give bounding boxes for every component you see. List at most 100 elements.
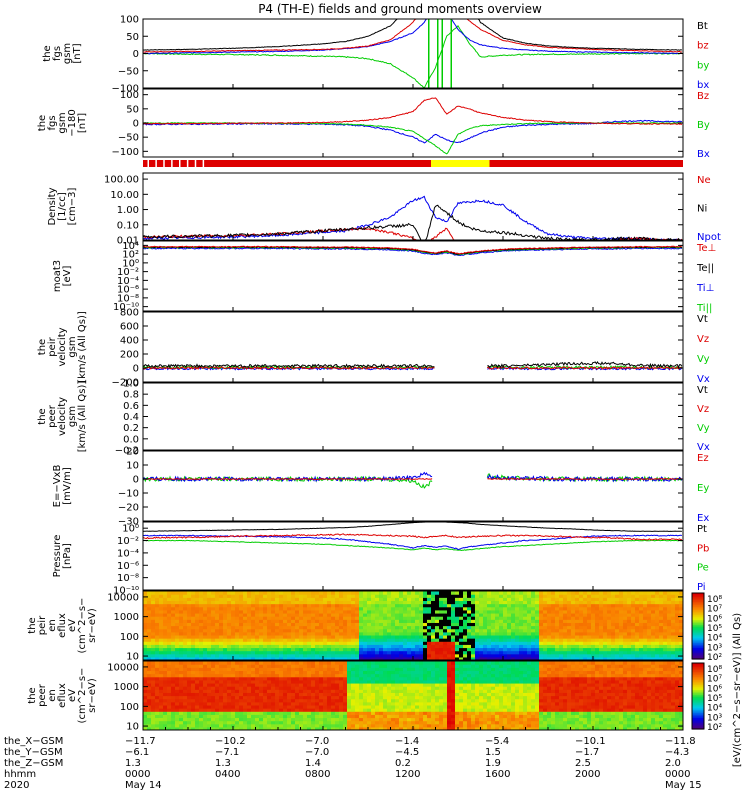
y-tick-label: 10⁻⁸ <box>117 573 139 584</box>
panel-content <box>143 362 682 370</box>
panel-temperature: 10⁴10²10⁰10⁻²10⁻⁴10⁻⁶10⁻⁸10⁻¹⁰moat3[eV]T… <box>52 241 716 314</box>
panel-content <box>143 19 682 88</box>
peer-spectrogram-cell <box>183 661 188 665</box>
peir-spectrogram-cell <box>203 591 208 595</box>
series-by <box>143 26 682 88</box>
y-tick-label: 200 <box>120 350 139 361</box>
peir-spectrogram-cell <box>491 591 496 595</box>
legend-bx: bx <box>697 80 709 91</box>
peer-spectrogram-cell <box>147 661 152 665</box>
peir-spectrogram-cell <box>407 591 412 595</box>
peir-spectrogram-cell <box>347 591 352 595</box>
peir-spectrogram-cell <box>635 591 640 595</box>
panel-pressure: 10⁰10⁻²10⁻⁴10⁻⁶10⁻⁸10⁻¹⁰Pressure[nPa]PtP… <box>52 522 709 597</box>
peir-spectrogram-cell <box>295 591 300 595</box>
peir-spectrogram-cell <box>379 591 384 595</box>
series-npot <box>143 196 682 240</box>
peir-spectrogram-cell <box>563 591 568 595</box>
peer-spectrogram-cell <box>323 661 328 665</box>
y-label-line: [km/s (All Qs)] <box>77 311 88 383</box>
peer-spectrogram-cell <box>303 661 308 665</box>
peir-spectrogram-cell <box>235 591 240 595</box>
peir-spectrogram-cell <box>495 591 500 595</box>
y-tick-label: 10 <box>126 652 139 663</box>
peir-spectrogram-cell <box>603 591 608 595</box>
series-bz <box>143 19 682 52</box>
peer-spectrogram-cell <box>283 661 288 665</box>
peir-spectrogram-cell <box>263 591 268 595</box>
y-tick-label: 400 <box>120 336 139 347</box>
peer-spectrogram-cell <box>391 661 396 665</box>
y-tick-label: 100 <box>120 90 139 101</box>
peer-spectrogram-cell <box>267 661 272 665</box>
legend-ne: Ne <box>697 175 711 186</box>
series-bt <box>143 19 682 50</box>
peir-spectrogram-cell <box>591 591 596 595</box>
y-tick-label: 10⁻⁴ <box>117 548 139 559</box>
y-tick-label: −20 <box>118 503 139 514</box>
peir-spectrogram-cell <box>515 591 520 595</box>
peir-spectrogram-cell <box>391 591 396 595</box>
peir-spectrogram-cell <box>599 591 604 595</box>
peir-spectrogram-cell <box>215 591 220 595</box>
peer-spectrogram-cell <box>379 661 384 665</box>
peir-spectrogram-cell <box>243 591 248 595</box>
peir-spectrogram-cell <box>371 591 376 595</box>
peir-spectrogram-cell <box>175 591 180 595</box>
y-tick-label: 10 <box>126 461 139 472</box>
peir-spectrogram-cell <box>403 591 408 595</box>
peir-spectrogram-cell <box>503 591 508 595</box>
legend-vx: Vx <box>697 374 710 385</box>
peir-spectrogram-cell <box>311 591 316 595</box>
peer-spectrogram-cell <box>399 661 404 665</box>
peir-spectrogram-cell <box>483 591 488 595</box>
legend-by: by <box>697 60 709 71</box>
peir-spectrogram-cell <box>207 591 212 595</box>
peir-spectrogram-cell <box>167 591 172 595</box>
peer-spectrogram-cell <box>375 661 380 665</box>
y-label-line: [nT] <box>72 43 83 63</box>
peir-spectrogram-cell <box>335 591 340 595</box>
peer-spectrogram-cell <box>439 661 444 665</box>
peir-spectrogram-cell <box>623 591 628 595</box>
peer-spectrogram-cell <box>175 661 180 665</box>
y-label-line: [nT] <box>77 113 88 133</box>
peer-spectrogram-cell <box>171 661 176 665</box>
peir-spectrogram-cell <box>327 591 332 595</box>
peir-spectrogram-cell <box>555 591 560 595</box>
peir-spectrogram-cell <box>227 591 232 595</box>
y-tick-label: 0.0 <box>123 434 139 445</box>
panel-content <box>143 591 684 661</box>
peir-spectrogram-cell <box>195 591 200 595</box>
y-axis-label: moat3[eV] <box>52 260 73 292</box>
peir-spectrogram-cell <box>467 591 472 595</box>
peir-spectrogram-cell <box>199 591 204 595</box>
peir-spectrogram-cell <box>567 591 572 595</box>
peir-spectrogram-cell <box>675 591 680 595</box>
peir-spectrogram-cell <box>323 591 328 595</box>
peir-spectrogram-cell <box>459 591 464 595</box>
peir-spectrogram-cell <box>271 591 276 595</box>
y-tick-label: 10⁰ <box>122 524 139 535</box>
peer-spectrogram-cell <box>287 661 292 665</box>
peer-spectrogram-cell <box>427 661 432 665</box>
peir-spectrogram-cell <box>451 591 456 595</box>
peer-spectrogram-cell <box>295 661 300 665</box>
peer-spectrogram-cell <box>167 661 172 665</box>
y-axis-label: Pressure[nPa] <box>52 535 73 578</box>
peir-spectrogram-cell <box>143 591 148 595</box>
y-tick-label: 1000 <box>114 612 139 623</box>
legend-vy: Vy <box>697 423 710 434</box>
peer-spectrogram-cell <box>331 661 336 665</box>
peir-spectrogram-cell <box>627 591 632 595</box>
peir-spectrogram-cell <box>475 591 480 595</box>
peer-spectrogram-cell <box>431 661 436 665</box>
peir-spectrogram-cell <box>339 591 344 595</box>
peer-spectrogram-cell <box>407 661 412 665</box>
